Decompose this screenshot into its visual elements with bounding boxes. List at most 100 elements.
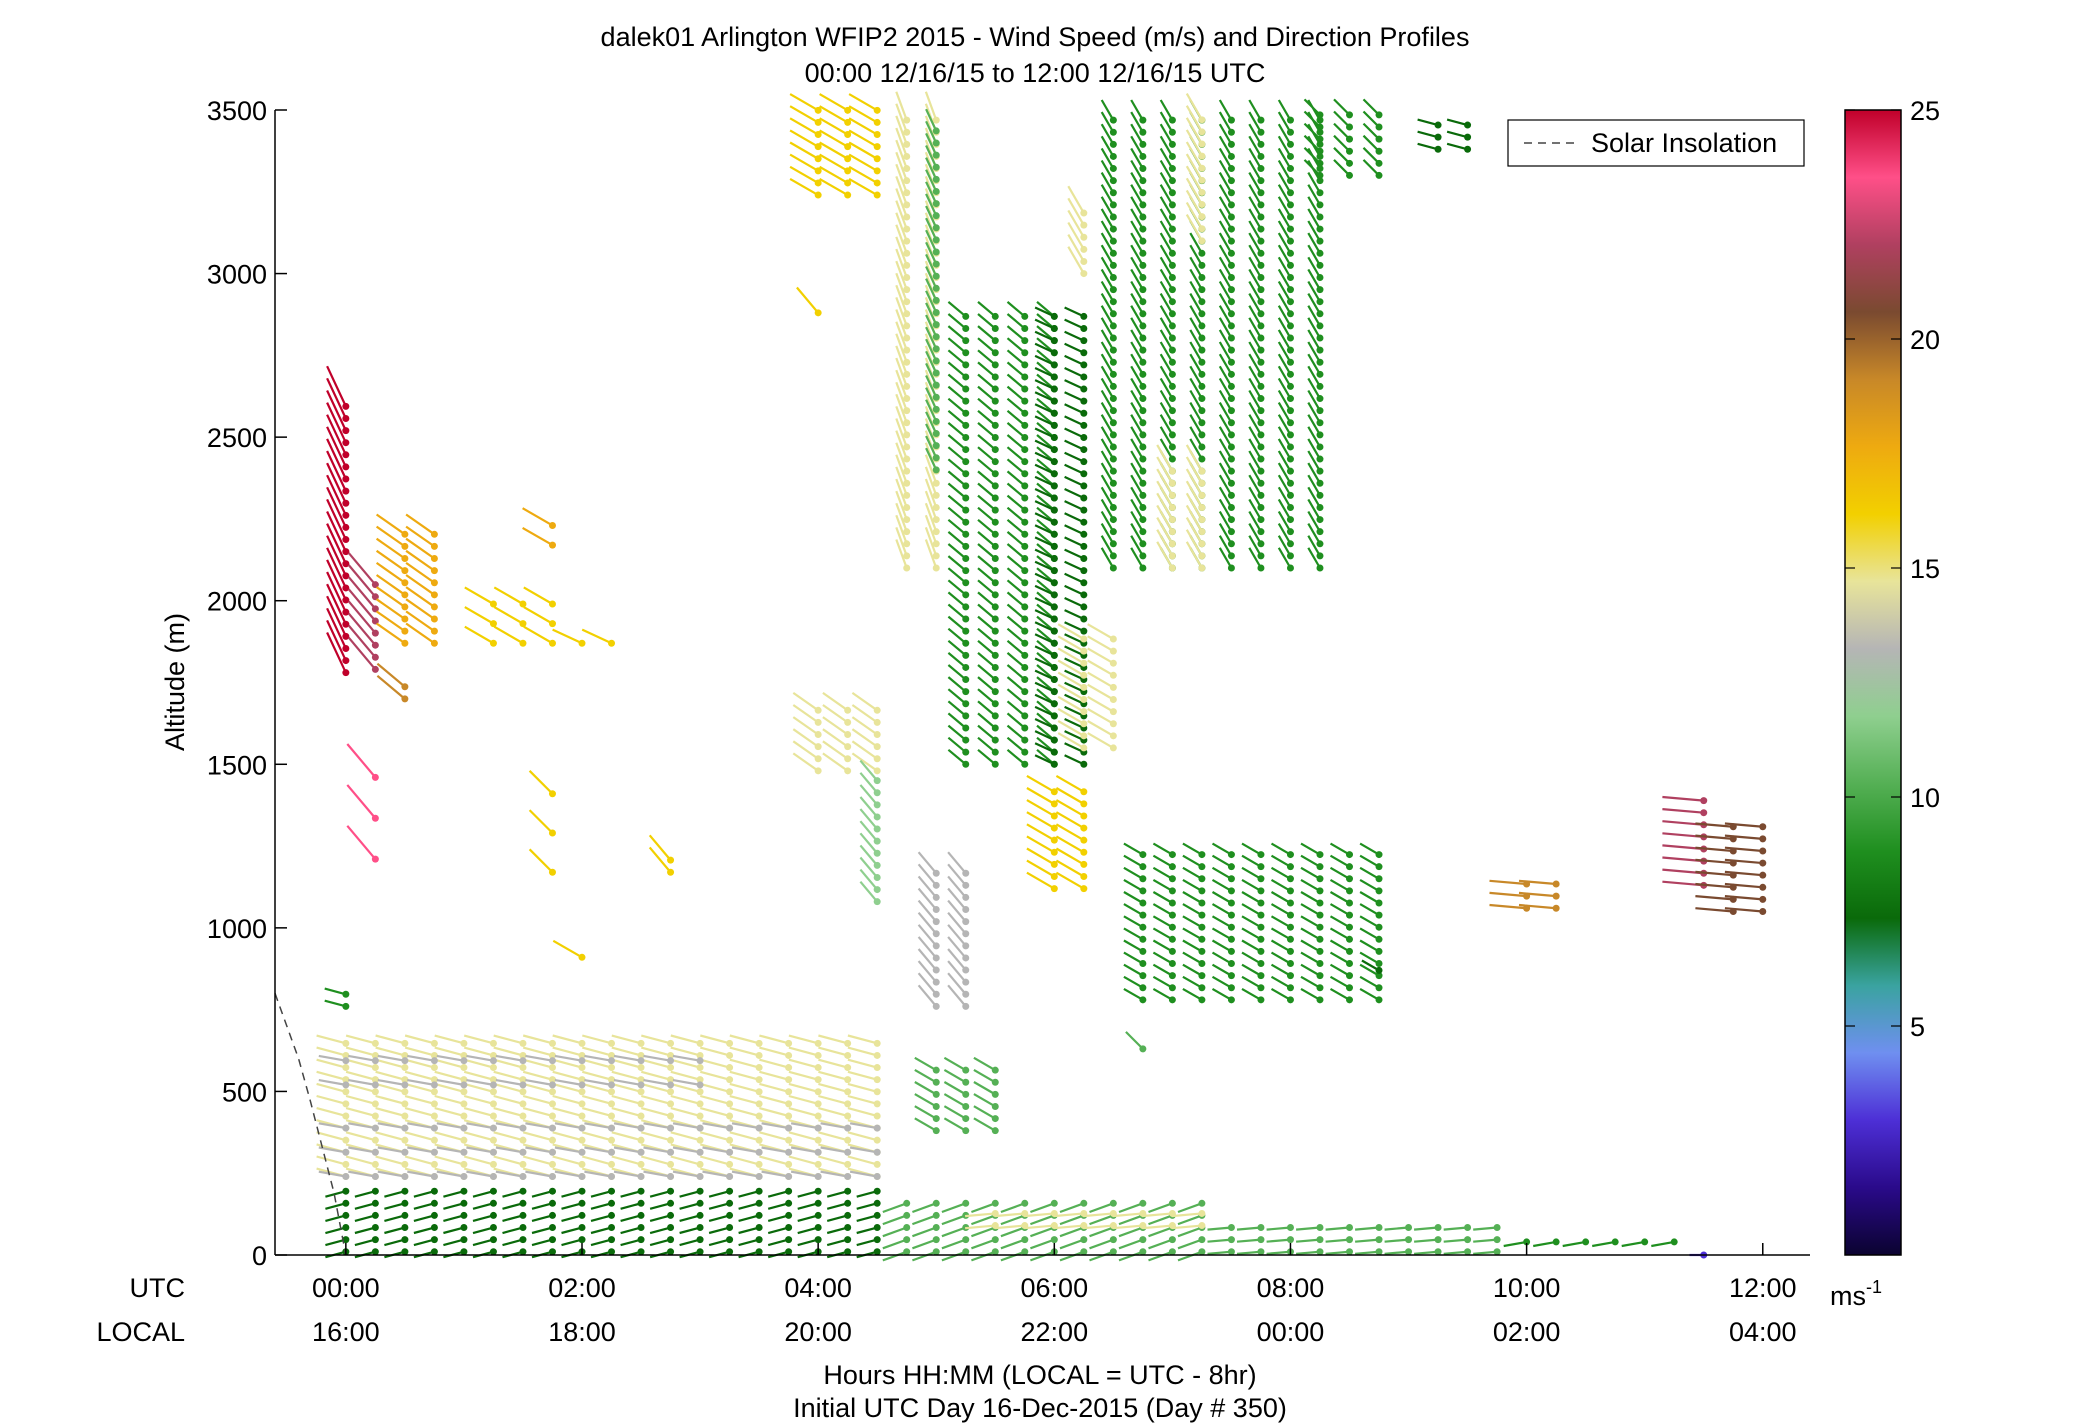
wind-barb xyxy=(1159,402,1176,427)
wind-barb xyxy=(1662,808,1708,817)
wind-barb xyxy=(318,1122,350,1132)
wind-barb xyxy=(925,266,940,292)
wind-barb xyxy=(552,1107,586,1120)
wind-barb xyxy=(925,290,940,317)
wind-barb xyxy=(1307,196,1324,221)
wind-barb xyxy=(611,1094,645,1108)
wind-barb xyxy=(925,132,940,159)
wind-barb xyxy=(377,1170,409,1180)
wind-barb xyxy=(1182,854,1206,871)
wind-barb xyxy=(522,1058,556,1072)
wind-barb xyxy=(924,91,940,124)
wind-barb xyxy=(1270,987,1294,1004)
wind-barb xyxy=(1277,111,1294,136)
wind-barb xyxy=(1300,915,1324,931)
wind-barb xyxy=(818,1082,852,1096)
wind-barb xyxy=(1006,700,1029,720)
wind-barb xyxy=(1087,647,1117,667)
wind-barb xyxy=(1156,444,1176,475)
wind-barb xyxy=(1277,498,1294,524)
wind-barb xyxy=(1241,927,1265,943)
wind-barb xyxy=(525,1170,556,1180)
wind-barb xyxy=(1064,379,1088,393)
wind-barb xyxy=(895,357,911,390)
wind-barb xyxy=(316,1155,350,1168)
wind-barb xyxy=(914,1081,940,1098)
wind-barb xyxy=(1218,280,1235,306)
wind-barb xyxy=(1355,1236,1383,1244)
wind-barb xyxy=(856,1211,881,1222)
wind-barb xyxy=(1055,847,1088,868)
wind-barb xyxy=(672,1146,704,1156)
wind-barb xyxy=(436,1054,468,1065)
wind-barb xyxy=(649,1211,675,1222)
wind-barb xyxy=(859,880,881,906)
wind-barb xyxy=(1417,142,1442,153)
y-tick-label: 3000 xyxy=(207,260,267,290)
wind-barb xyxy=(1362,122,1383,143)
wind-barb xyxy=(924,466,940,499)
wind-barb xyxy=(925,326,940,353)
wind-barb xyxy=(1241,939,1265,955)
wind-barb xyxy=(377,1079,409,1089)
wind-barb xyxy=(531,1236,556,1247)
wind-barb xyxy=(1159,389,1176,415)
wind-barb xyxy=(384,1199,409,1210)
wind-barb xyxy=(1329,854,1353,871)
wind-barb xyxy=(1156,504,1176,536)
wind-barb xyxy=(977,373,999,393)
wind-barb xyxy=(1100,523,1117,548)
wind-barb xyxy=(1156,517,1176,548)
wind-barb xyxy=(434,1070,468,1084)
wind-barb xyxy=(947,887,970,914)
wind-barb xyxy=(1307,280,1324,306)
wind-barb xyxy=(1006,579,1029,599)
wind-barb xyxy=(641,1082,675,1096)
wind-barb xyxy=(472,1187,497,1198)
wind-barb xyxy=(1034,379,1058,393)
wind-barb xyxy=(759,1131,793,1144)
wind-barb xyxy=(1034,500,1058,514)
wind-barb xyxy=(1130,135,1147,160)
wind-barb xyxy=(345,1107,379,1120)
wind-barb xyxy=(1100,111,1117,136)
wind-barb xyxy=(859,820,881,845)
wind-barb xyxy=(1300,842,1324,859)
wind-barb xyxy=(1152,903,1176,919)
wind-barb xyxy=(1148,1199,1176,1214)
wind-barb xyxy=(404,1058,438,1072)
wind-barb xyxy=(1218,135,1235,160)
wind-barb xyxy=(1307,377,1324,403)
wind-barb xyxy=(895,478,911,511)
wind-barb xyxy=(1185,504,1206,536)
wind-barb xyxy=(818,1107,852,1120)
wind-barb xyxy=(1362,110,1383,131)
wind-barb xyxy=(820,1170,852,1180)
wind-barb xyxy=(1270,951,1294,968)
wind-barb xyxy=(1123,939,1147,955)
wind-barb xyxy=(1130,498,1147,524)
wind-barb xyxy=(1307,172,1324,197)
wind-barb xyxy=(345,1082,379,1096)
wind-barb xyxy=(1159,293,1176,318)
wind-barb xyxy=(971,1236,999,1250)
wind-barb xyxy=(582,1034,616,1047)
wind-barb xyxy=(1152,915,1176,931)
wind-barb xyxy=(1159,426,1176,451)
wind-barb xyxy=(1006,736,1029,756)
wind-barb xyxy=(700,1058,734,1072)
wind-barb xyxy=(1300,951,1324,968)
wind-barb xyxy=(354,1236,379,1247)
wind-barb xyxy=(1130,377,1147,403)
wind-barb xyxy=(326,498,350,544)
wind-barb xyxy=(1300,987,1324,1004)
wind-barb xyxy=(917,972,940,998)
wind-barb xyxy=(977,639,999,659)
wind-barb xyxy=(523,625,556,647)
wind-barb xyxy=(914,1068,940,1086)
wind-barb xyxy=(375,1107,409,1120)
wind-barb xyxy=(525,1122,556,1132)
wind-barb xyxy=(847,1070,881,1084)
wind-barb xyxy=(347,636,379,673)
wind-barb xyxy=(525,1054,556,1065)
